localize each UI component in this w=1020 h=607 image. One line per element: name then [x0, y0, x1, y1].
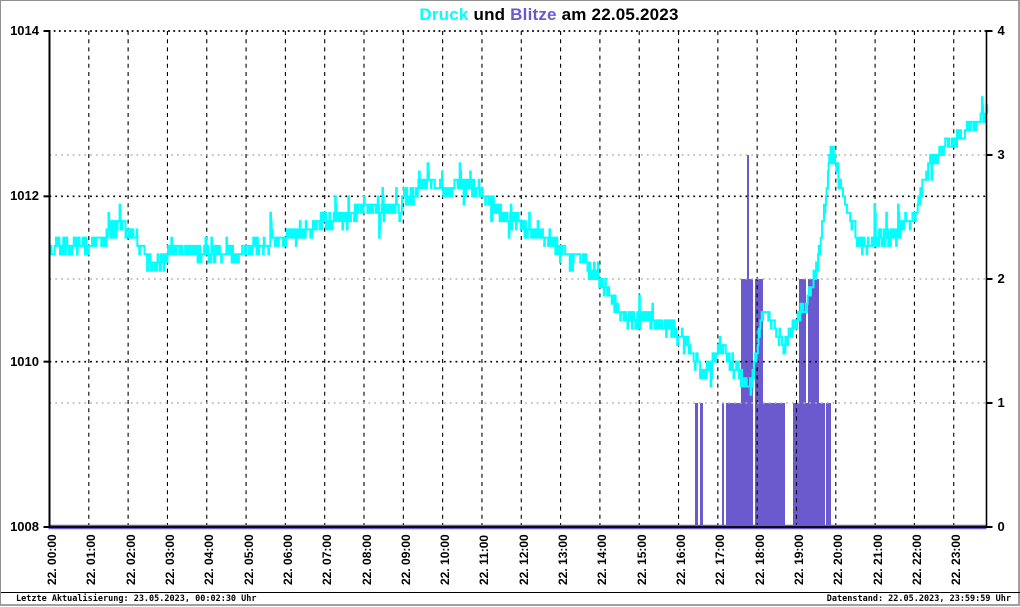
- y-axis-label-right: 1: [997, 395, 1005, 410]
- y-axis-label-right: 2: [997, 271, 1005, 286]
- x-axis-label: 22. 08:00: [359, 534, 374, 585]
- status-last-update: Letzte Aktualisierung: 23.05.2023, 00:02…: [16, 594, 257, 604]
- title-blitze: Blitze: [510, 5, 557, 24]
- x-axis-label: 22. 22:00: [909, 534, 924, 585]
- lightning-bar: [728, 403, 741, 527]
- lightning-bar: [819, 403, 825, 527]
- status-data-state: Datenstand: 22.05.2023, 23:59:59 Uhr: [826, 594, 1011, 604]
- x-axis-label: 22. 03:00: [162, 534, 177, 585]
- lightning-bar: [700, 403, 703, 527]
- x-axis-label: 22. 16:00: [674, 534, 689, 585]
- lightning-bar: [695, 403, 698, 527]
- x-axis-label: 22. 15:00: [634, 534, 649, 585]
- title-druck: Druck: [419, 5, 469, 24]
- lightning-bar: [826, 403, 831, 527]
- y-axis-label-right: 4: [997, 23, 1005, 38]
- x-axis-label: 22. 00:00: [45, 534, 59, 585]
- x-axis-label: 22. 20:00: [831, 534, 846, 585]
- x-axis-label: 22. 01:00: [84, 534, 99, 585]
- x-axis-label: 22. 12:00: [516, 534, 531, 585]
- lightning-bar: [747, 155, 749, 527]
- title-und: und: [468, 5, 511, 24]
- x-axis-label: 22. 07:00: [320, 534, 335, 585]
- y-axis-label-right: 3: [997, 147, 1005, 162]
- x-axis-label: 22. 05:00: [241, 534, 256, 585]
- x-axis-label: 22. 21:00: [870, 534, 885, 585]
- title-date: am 22.05.2023: [556, 5, 679, 24]
- lightning-bar: [799, 279, 806, 527]
- lightning-bar: [726, 403, 728, 527]
- y-axis-label-left: 1010: [10, 353, 39, 369]
- x-axis-label: 22. 14:00: [595, 534, 610, 585]
- lightning-bar: [741, 279, 747, 527]
- x-axis-label: 22. 04:00: [202, 534, 217, 585]
- y-axis-label-left: 1012: [10, 188, 39, 204]
- x-axis-label: 22. 06:00: [280, 534, 295, 585]
- y-axis-label-left: 1008: [10, 519, 39, 534]
- lightning-bar: [793, 403, 799, 527]
- lightning-bar: [808, 279, 819, 527]
- x-axis-label: 22. 02:00: [123, 534, 138, 585]
- chart-title: Druck und Blitze am 22.05.2023: [1, 5, 1020, 25]
- x-axis-label: 22. 10:00: [438, 534, 453, 585]
- pressure-line: [49, 96, 989, 396]
- x-axis-label: 22. 09:00: [398, 534, 413, 585]
- x-axis-label: 22. 19:00: [791, 534, 806, 585]
- y-axis-label-right: 0: [997, 519, 1005, 534]
- lightning-bar: [763, 403, 785, 527]
- lightning-bar: [755, 279, 763, 527]
- lightning-bar: [749, 279, 753, 527]
- x-axis-label: 22. 13:00: [556, 534, 571, 585]
- lightning-bar: [722, 403, 724, 527]
- lightning-bar: [806, 403, 808, 527]
- status-bar: Letzte Aktualisierung: 23.05.2023, 00:02…: [1, 592, 1020, 606]
- x-axis-label: 22. 11:00: [477, 534, 492, 585]
- x-axis-label: 22. 23:00: [949, 534, 964, 585]
- x-axis-label: 22. 18:00: [752, 534, 767, 585]
- x-axis-label: 22. 17:00: [713, 534, 728, 585]
- y-axis-label-left: 1014: [10, 23, 39, 38]
